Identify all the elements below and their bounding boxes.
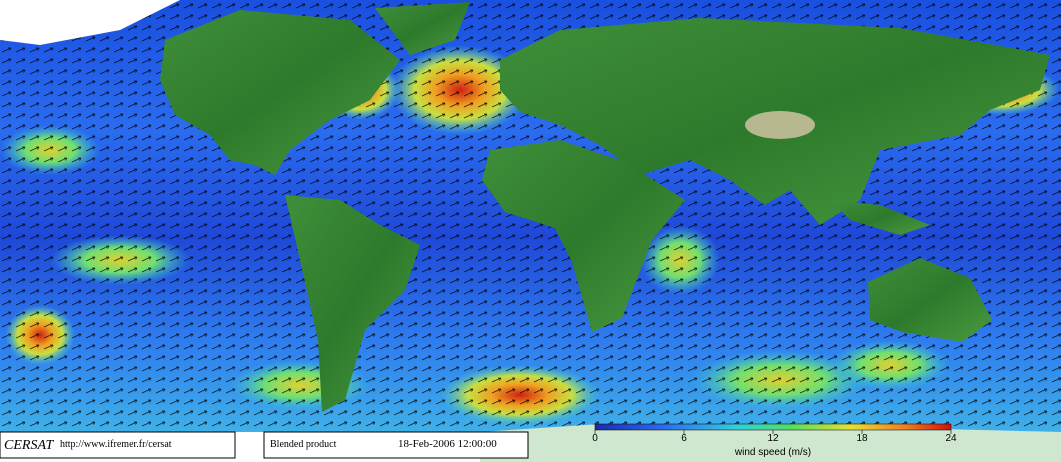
product-box <box>263 431 529 459</box>
colorbar-label: wind speed (m/s) <box>734 447 811 458</box>
tick-label: 12 <box>767 433 779 444</box>
product: Blended product <box>270 439 337 450</box>
land-layer <box>160 2 1061 462</box>
tick-label: 24 <box>945 433 957 444</box>
tick-label: 0 <box>592 433 598 444</box>
footer: CERSAT http://www.ifremer.fr/cersat Blen… <box>0 431 529 459</box>
logo: CERSAT <box>4 438 54 453</box>
tick-label: 6 <box>681 433 687 444</box>
tick-label: 18 <box>856 433 868 444</box>
credit-box <box>0 431 236 459</box>
url: http://www.ifremer.fr/cersat <box>60 439 172 450</box>
colorbar: wind speed (m/s) 0 6 12 18 24 <box>592 423 957 458</box>
timestamp: 18-Feb-2006 12:00:00 <box>398 438 497 450</box>
